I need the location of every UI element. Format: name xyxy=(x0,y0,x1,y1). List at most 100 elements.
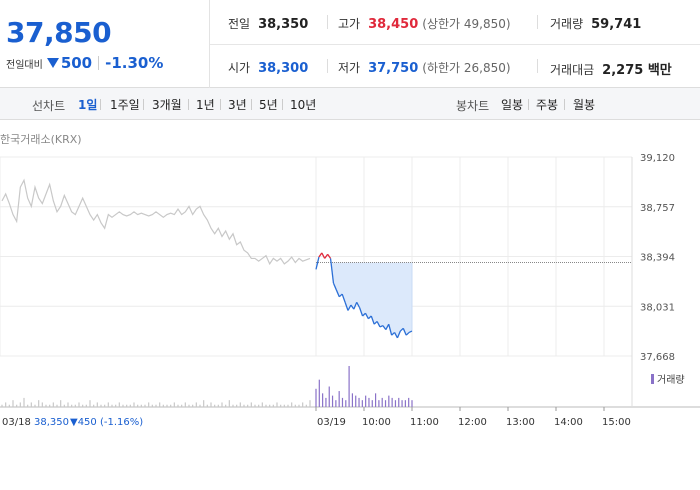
stat-value: 59,741 xyxy=(591,17,642,32)
divider xyxy=(220,99,221,110)
stat-label: 거래량 xyxy=(550,17,584,31)
down-triangle-icon xyxy=(46,58,59,68)
stat-label: 저가 xyxy=(338,61,361,75)
x-tick-label: 14:00 xyxy=(554,417,583,428)
today-line-segment xyxy=(353,302,358,310)
volume-legend-label: 거래량 xyxy=(657,375,685,386)
chart-footer: 03/18 38,350 ▼450 (-1.16%) xyxy=(2,417,143,428)
divider xyxy=(564,99,565,110)
stat-value: 38,350 xyxy=(258,17,309,32)
divider xyxy=(188,99,189,110)
today-line-segment xyxy=(318,252,323,258)
tab-weekly-candle[interactable]: 주봉 xyxy=(536,98,559,112)
divider xyxy=(327,59,328,73)
x-axis: 03/19 10:00 11:00 12:00 13:00 14:00 15:00 xyxy=(315,407,631,428)
volume-legend: 거래량 xyxy=(651,371,685,386)
tab-10y[interactable]: 10년 xyxy=(290,98,317,112)
today-line-segment xyxy=(376,321,381,328)
today-line-segment xyxy=(364,312,369,320)
today-line-segment xyxy=(405,331,410,336)
today-line-segment xyxy=(379,324,384,328)
x-tick-label: 12:00 xyxy=(458,417,487,428)
divider xyxy=(537,59,538,73)
price-lines xyxy=(1,178,413,339)
today-line-segment xyxy=(332,282,337,291)
price-box: 37,850 전일대비 500 -1.30% xyxy=(0,0,210,88)
upper-limit: (상한가 49,850) xyxy=(422,17,511,31)
y-tick-label: 38,394 xyxy=(640,253,675,264)
candle-chart-label: 봉차트 xyxy=(456,99,490,113)
stat-low: 저가 37,750 (하한가 26,850) xyxy=(338,59,511,76)
today-line-segment xyxy=(393,332,399,339)
quote-header: 37,850 전일대비 500 -1.30% 전일 38,350 고가 38,450… xyxy=(0,0,700,88)
tab-monthly-candle[interactable]: 월봉 xyxy=(573,98,596,112)
today-line-segment xyxy=(388,324,393,336)
today-line-segment xyxy=(344,302,349,311)
stat-label: 시가 xyxy=(228,61,251,75)
x-tick-label: 15:00 xyxy=(602,417,631,428)
stat-label: 고가 xyxy=(338,17,361,31)
today-line-segment xyxy=(370,315,375,325)
stat-high: 고가 38,450 (상한가 49,850) xyxy=(338,15,511,32)
tab-daily-candle[interactable]: 일봉 xyxy=(501,98,524,112)
today-line-segment xyxy=(315,256,320,270)
today-line-segment xyxy=(382,325,387,331)
change-amount: 500 xyxy=(60,54,93,72)
divider xyxy=(282,99,283,110)
stat-label: 거래대금 xyxy=(550,63,595,77)
change-label: 전일대비 xyxy=(6,59,43,71)
stat-open: 시가 38,300 xyxy=(228,59,308,76)
today-line-segment xyxy=(350,304,355,310)
tab-3m[interactable]: 3개월 xyxy=(152,98,182,112)
today-line-segment xyxy=(321,252,326,259)
today-line-segment xyxy=(402,328,407,336)
today-line-segment xyxy=(324,253,329,259)
divider xyxy=(327,15,328,29)
today-line-segment xyxy=(347,304,352,311)
stat-value: 38,450 xyxy=(368,17,419,32)
tab-3y[interactable]: 3년 xyxy=(228,98,247,112)
today-line-segment xyxy=(341,293,346,303)
divider xyxy=(251,99,252,110)
line-chart-label: 선차트 xyxy=(32,99,66,113)
lower-limit: (하한가 26,850) xyxy=(422,61,511,75)
tab-5y[interactable]: 5년 xyxy=(259,98,278,112)
tab-1w[interactable]: 1주일 xyxy=(110,98,140,112)
stat-prev-close: 전일 38,350 xyxy=(228,15,308,32)
stat-volume: 거래량 59,741 xyxy=(550,15,641,32)
stat-value: 2,275 백만 xyxy=(602,63,672,78)
today-line-segment xyxy=(356,301,361,309)
divider xyxy=(537,15,538,29)
footer-change: ▼450 (-1.16%) xyxy=(70,417,143,428)
volume-bars xyxy=(0,366,700,408)
below-ref-fill xyxy=(316,262,413,338)
tab-1d[interactable]: 1일 xyxy=(78,98,98,112)
x-tick-label: 03/19 xyxy=(317,417,346,428)
stat-label: 전일 xyxy=(228,17,251,31)
divider xyxy=(100,99,101,110)
y-axis: 39,120 38,757 38,394 38,031 37,668 xyxy=(640,153,675,363)
y-tick-label: 38,031 xyxy=(640,302,675,313)
tab-1y[interactable]: 1년 xyxy=(196,98,215,112)
prev-day-line xyxy=(1,178,311,266)
chart-tabs: 선차트 1일 1주일 3개월 1년 3년 5년 10년 봉차트 일봉 주봉 월봉 xyxy=(0,88,700,120)
today-line-segment xyxy=(396,330,401,339)
y-tick-label: 38,757 xyxy=(640,203,675,214)
today-line-segment xyxy=(327,253,332,259)
stat-turnover: 거래대금 2,275 백만 xyxy=(550,59,672,78)
today-line-segment xyxy=(329,258,335,284)
divider xyxy=(528,99,529,110)
stat-value: 38,300 xyxy=(258,61,309,76)
price-chart: 39,120 38,757 38,394 38,031 37,668 03/19 10:0… xyxy=(0,153,700,428)
today-line-segment xyxy=(408,330,413,334)
change-row: 전일대비 500 -1.30% xyxy=(6,54,163,72)
footer-price: 38,350 xyxy=(34,417,69,428)
data-source: 한국거래소(KRX) xyxy=(0,133,82,146)
divider xyxy=(210,44,700,45)
stat-value: 37,750 xyxy=(368,61,419,76)
chart-area: 한국거래소(KRX) 39,120 38,757 38,394 38,031 37,66… xyxy=(0,121,700,490)
volume-swatch xyxy=(651,373,654,384)
footer-date: 03/18 xyxy=(2,417,31,428)
y-tick-label: 37,668 xyxy=(640,352,675,363)
